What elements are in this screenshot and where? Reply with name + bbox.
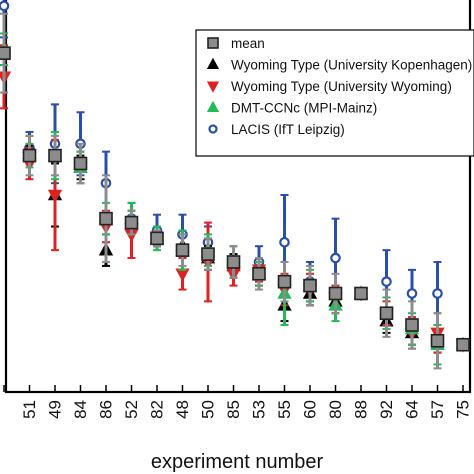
x-tick-label: 51	[20, 400, 39, 419]
x-tick-label: 49	[45, 400, 64, 419]
data-point	[47, 189, 63, 203]
data-point	[73, 156, 88, 171]
plot-area	[4, 0, 472, 394]
legend-label: LACIS (IfT Leipzig)	[231, 122, 345, 137]
data-point	[328, 286, 343, 301]
legend-marker	[208, 124, 218, 134]
legend-label: DMT-CCNc (MPI-Mainz)	[231, 101, 377, 116]
x-tick-label: 75	[453, 400, 472, 419]
legend-marker	[206, 81, 220, 93]
data-point	[99, 211, 113, 226]
legend-box	[195, 29, 474, 157]
x-tick-label: 86	[96, 400, 115, 419]
x-tick-label: 50	[198, 400, 217, 419]
legend-marker	[206, 100, 220, 112]
plot-frame	[4, 0, 472, 394]
data-point	[379, 306, 394, 321]
data-point	[381, 276, 392, 287]
x-tick-label: 55	[275, 400, 294, 419]
legend-marker	[206, 57, 220, 69]
data-marks	[0, 0, 471, 370]
data-point	[22, 148, 37, 163]
data-point	[175, 243, 190, 257]
legend-label: Wyoming Type (University Kopenhagen)	[231, 58, 472, 73]
legend-label: Wyoming Type (University Wyoming)	[231, 79, 452, 94]
x-tick-label: 85	[224, 400, 243, 419]
data-point	[0, 46, 11, 60]
legend: mean Wyoming Type (University Kopenhagen)…	[195, 29, 474, 157]
data-point	[0, 0, 10, 12]
data-point	[279, 236, 290, 248]
data-point	[48, 148, 62, 163]
x-tick-label: 57	[428, 400, 447, 419]
data-point	[226, 255, 241, 269]
x-tick-label: 53	[249, 400, 268, 419]
x-tick-label: 84	[71, 400, 90, 419]
data-point	[430, 333, 445, 348]
data-point	[277, 274, 292, 289]
data-point	[330, 252, 341, 264]
data-point	[303, 278, 317, 293]
legend-marker	[207, 37, 219, 49]
series-0	[0, 12, 470, 370]
series-1	[22, 134, 471, 354]
x-tick-label: 48	[173, 400, 192, 419]
data-point	[456, 337, 470, 352]
x-tick-label: 80	[326, 400, 345, 419]
x-tick-label: 88	[351, 400, 370, 419]
data-point	[405, 318, 419, 332]
x-axis-label: experiment number	[151, 451, 324, 473]
x-tick-label: 64	[402, 400, 421, 419]
x-tick-label: 82	[147, 400, 166, 419]
data-point	[150, 231, 164, 246]
x-tick-label: 60	[300, 400, 319, 419]
legend-label: mean	[231, 36, 265, 51]
data-point	[252, 266, 266, 281]
x-axis: 51498486528248508553556080889264577573	[3, 385, 472, 419]
x-tick-label: 92	[377, 400, 396, 419]
x-tick-label: 52	[122, 400, 141, 419]
data-point	[124, 215, 139, 230]
data-point	[406, 288, 418, 299]
data-point	[201, 247, 215, 261]
data-point	[432, 288, 443, 299]
data-point	[354, 286, 368, 301]
